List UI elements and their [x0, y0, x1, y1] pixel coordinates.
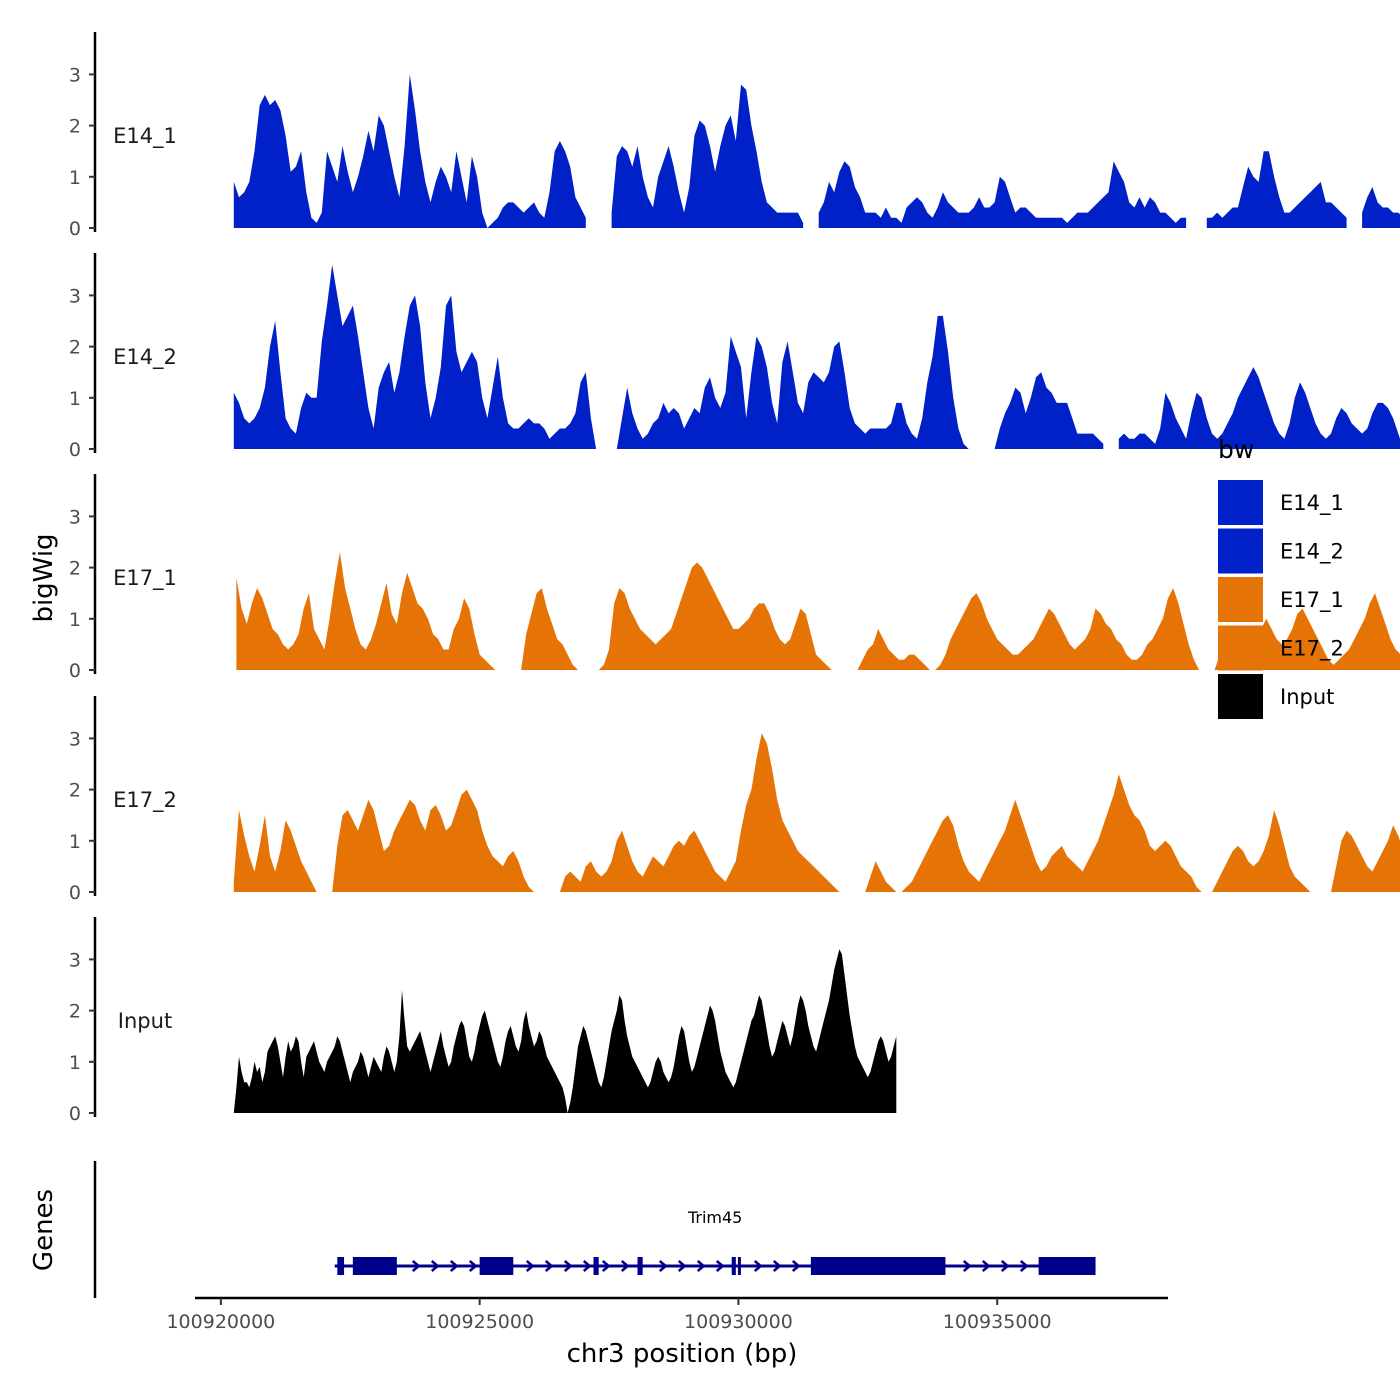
x-tick-label: 100930000 [684, 1311, 793, 1333]
y-tick-label: 0 [69, 218, 81, 240]
strand-arrow [620, 1260, 630, 1272]
strand-arrow [981, 1260, 991, 1272]
legend-item: E17_2 [1218, 625, 1344, 671]
legend-label: E17_1 [1280, 588, 1344, 613]
legend-label: E14_2 [1280, 540, 1344, 565]
y-tick-label: 1 [69, 831, 81, 853]
strand-arrow [658, 1260, 668, 1272]
legend-label: Input [1280, 685, 1334, 709]
y-tick-label: 0 [69, 660, 81, 682]
y-tick-label: 2 [69, 558, 81, 580]
y-tick-label: 3 [69, 285, 81, 307]
strand-arrow [1000, 1260, 1010, 1272]
legend-swatch [1218, 577, 1263, 622]
track-E17_1: 0 1 2 3 E17_1 [69, 474, 1400, 682]
track-Input: 0 1 2 3 Input [69, 917, 897, 1125]
coverage-area-E17_1 [236, 552, 1400, 670]
track-E14_1: 0 1 2 3 E14_1 [69, 32, 1400, 240]
strand-arrow [582, 1260, 592, 1272]
y-tick-label: 0 [69, 882, 81, 904]
gene-exon [593, 1257, 599, 1275]
y-tick-label: 1 [69, 388, 81, 410]
y-tick-label: 3 [69, 949, 81, 971]
legend-title: bw [1218, 435, 1254, 464]
x-axis: 100920000 100925000 100930000 100935000 [166, 1296, 1168, 1333]
strand-arrow [468, 1260, 478, 1272]
gene-exon [1038, 1257, 1096, 1275]
gene-exon [731, 1257, 736, 1275]
y-tick-label: 2 [69, 116, 81, 138]
legend-item: E17_1 [1218, 577, 1344, 622]
legend: E14_1 E14_2 E17_1 E17_2 Input [1218, 480, 1344, 719]
legend-item: E14_1 [1218, 480, 1344, 525]
strand-arrow [563, 1260, 573, 1272]
track-label: E14_1 [113, 124, 177, 149]
legend-swatch [1218, 528, 1263, 574]
coverage-area-E14_1 [233, 74, 1400, 228]
strand-arrow [601, 1260, 611, 1272]
track-label: E17_1 [113, 566, 177, 591]
track-label: E14_2 [113, 345, 177, 370]
genes-axis-title: Genes [29, 1189, 59, 1271]
x-tick-label: 100925000 [425, 1311, 534, 1333]
y-tick-label: 0 [69, 439, 81, 461]
legend-label: E17_2 [1280, 637, 1344, 662]
track-E14_2: 0 1 2 3 E14_2 [69, 253, 1400, 461]
gene-exon [810, 1257, 946, 1275]
legend-label: E14_1 [1280, 491, 1344, 516]
gene-label: Trim45 [687, 1208, 742, 1227]
strand-arrow [1019, 1260, 1029, 1272]
coverage-area-Input [233, 949, 897, 1113]
y-tick-label: 1 [69, 167, 81, 189]
strand-arrow [449, 1260, 459, 1272]
strand-arrow [525, 1260, 535, 1272]
y-tick-label: 2 [69, 337, 81, 359]
strand-arrow [715, 1260, 725, 1272]
y-tick-label: 2 [69, 1001, 81, 1023]
y-tick-label: 3 [69, 64, 81, 86]
y-tick-label: 3 [69, 728, 81, 750]
coverage-area-E17_2 [233, 733, 1400, 892]
track-label: E17_2 [113, 788, 177, 813]
tracks: 0 1 2 3 E14_1 0 1 2 3 E14_2 0 1 2 3 E17_1 0 1 2 3 E17_2 0 1 2 3… [69, 32, 1400, 1125]
legend-item: Input [1218, 674, 1334, 719]
y-tick-label: 3 [69, 506, 81, 528]
gene-exon [737, 1257, 741, 1275]
x-axis-title: chr3 position (bp) [567, 1339, 798, 1369]
track-label: Input [118, 1009, 172, 1033]
strand-arrow [962, 1260, 972, 1272]
strand-arrow [772, 1260, 782, 1272]
strand-arrow [791, 1260, 801, 1272]
gene-exon [637, 1257, 643, 1275]
legend-swatch [1218, 480, 1263, 525]
legend-swatch [1218, 625, 1263, 671]
gene-Trim45: Trim45 [334, 1208, 1096, 1275]
genes-track: Trim45 [93, 1161, 1096, 1298]
strand-arrow [677, 1260, 687, 1272]
gene-exon [337, 1257, 345, 1275]
coverage-area-E14_2 [233, 264, 1400, 449]
legend-swatch [1218, 674, 1263, 719]
x-tick-label: 100920000 [166, 1311, 275, 1333]
strand-arrow [544, 1260, 554, 1272]
gene-exon [352, 1257, 397, 1275]
strand-arrow [411, 1260, 421, 1272]
strand-arrow [430, 1260, 440, 1272]
y-tick-label: 1 [69, 609, 81, 631]
y-axis-title: bigWig [29, 533, 59, 622]
x-tick-label: 100935000 [943, 1311, 1052, 1333]
y-tick-label: 1 [69, 1052, 81, 1074]
gene-exon [479, 1257, 514, 1275]
strand-arrow [753, 1260, 763, 1272]
strand-arrow [696, 1260, 706, 1272]
y-tick-label: 0 [69, 1103, 81, 1125]
track-E17_2: 0 1 2 3 E17_2 [69, 696, 1400, 904]
legend-item: E14_2 [1218, 528, 1344, 574]
y-tick-label: 2 [69, 780, 81, 802]
